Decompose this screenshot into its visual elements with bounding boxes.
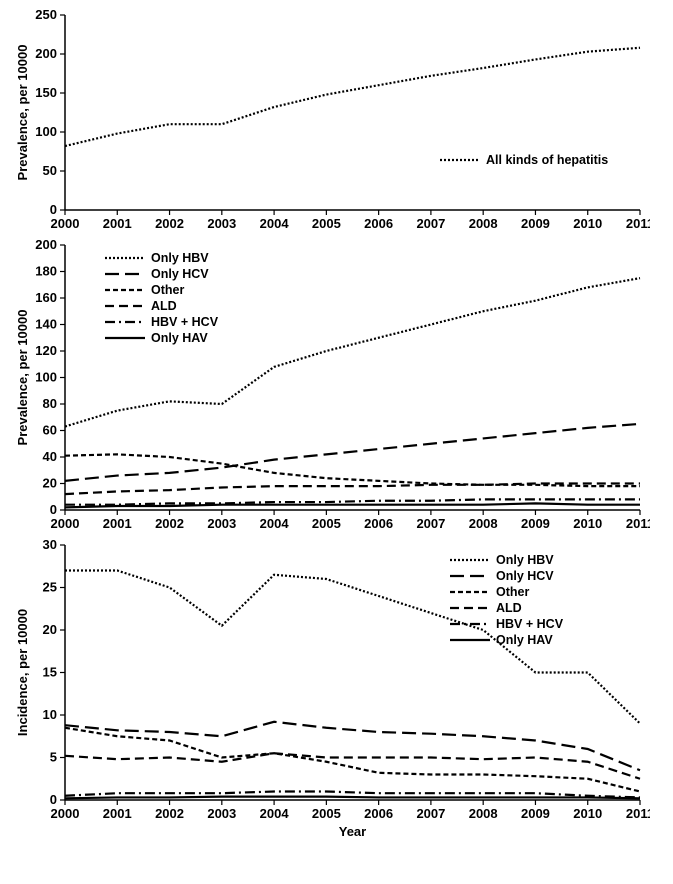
- x-tick-label: 2001: [103, 516, 132, 531]
- y-tick-label: 10: [43, 707, 57, 722]
- legend-label: ALD: [496, 601, 522, 615]
- series-line: [65, 571, 640, 724]
- y-tick-label: 180: [35, 264, 57, 279]
- legend-label: All kinds of hepatitis: [486, 153, 608, 167]
- y-tick-label: 140: [35, 317, 57, 332]
- y-tick-label: 200: [35, 240, 57, 252]
- x-tick-label: 2007: [416, 516, 445, 531]
- legend-label: ALD: [151, 299, 177, 313]
- series-line: [65, 454, 640, 486]
- series-line: [65, 48, 640, 146]
- y-tick-label: 20: [43, 476, 57, 491]
- legend-label: Only HBV: [151, 251, 209, 265]
- y-tick-label: 5: [50, 750, 57, 765]
- x-axis-label: Year: [339, 824, 366, 839]
- y-tick-label: 100: [35, 370, 57, 385]
- legend-label: Other: [496, 585, 529, 599]
- x-tick-label: 2010: [573, 216, 602, 231]
- x-tick-label: 2006: [364, 216, 393, 231]
- y-tick-label: 50: [43, 163, 57, 178]
- legend-label: HBV + HCV: [151, 315, 219, 329]
- x-tick-label: 2008: [469, 806, 498, 821]
- x-tick-label: 2008: [469, 216, 498, 231]
- x-tick-label: 2000: [51, 806, 80, 821]
- chart-incidence-by-type: 0 5 10 15 20 25 30 2000 2001 2002 2003 2004 2005 2006…: [10, 540, 650, 840]
- series-line: [65, 424, 640, 481]
- y-tick-label: 0: [50, 792, 57, 807]
- x-tick-label: 2004: [260, 806, 290, 821]
- x-tick-label: 2010: [573, 806, 602, 821]
- y-axis-label: Incidence, per 10000: [15, 609, 30, 736]
- x-tick-label: 2004: [260, 216, 290, 231]
- y-axis-label: Prevalence, per 10000: [15, 310, 30, 446]
- chart-prevalence-all: 0 50 100 150 200 250 2000 2001 2002 2003 2004 2005 2…: [10, 10, 650, 240]
- series-line: [65, 753, 640, 779]
- y-tick-label: 20: [43, 622, 57, 637]
- y-tick-label: 15: [43, 665, 57, 680]
- y-tick-label: 0: [50, 502, 57, 517]
- y-tick-label: 40: [43, 449, 57, 464]
- x-tick-label: 2007: [416, 216, 445, 231]
- x-tick-label: 2011: [626, 516, 650, 531]
- legend-label: Only HCV: [151, 267, 209, 281]
- x-tick-label: 2006: [364, 516, 393, 531]
- y-tick-label: 120: [35, 343, 57, 358]
- x-tick-label: 2007: [416, 806, 445, 821]
- x-tick-label: 2001: [103, 216, 132, 231]
- y-tick-label: 25: [43, 580, 57, 595]
- legend-label: Only HCV: [496, 569, 554, 583]
- x-tick-label: 2001: [103, 806, 132, 821]
- x-tick-label: 2011: [626, 806, 650, 821]
- x-tick-label: 2002: [155, 806, 184, 821]
- series-line: [65, 722, 640, 770]
- x-tick-label: 2008: [469, 516, 498, 531]
- y-tick-label: 100: [35, 124, 57, 139]
- x-tick-label: 2006: [364, 806, 393, 821]
- x-tick-label: 2005: [312, 806, 341, 821]
- x-tick-label: 2009: [521, 216, 550, 231]
- legend-label: Other: [151, 283, 184, 297]
- x-tick-label: 2005: [312, 216, 341, 231]
- y-axis-label: Prevalence, per 10000: [15, 45, 30, 181]
- x-tick-label: 2000: [51, 216, 80, 231]
- x-tick-label: 2009: [521, 806, 550, 821]
- chart-stack: 0501001502002502000200120022003200420052…: [10, 10, 663, 840]
- legend-label: Only HAV: [151, 331, 208, 345]
- y-tick-label: 160: [35, 290, 57, 305]
- chart-prevalence-by-type: 0 20 40 60 80 100 120 140 160 180 200 2000 2001 2002 2…: [10, 240, 650, 540]
- x-tick-label: 2004: [260, 516, 290, 531]
- x-tick-label: 2002: [155, 516, 184, 531]
- y-tick-label: 250: [35, 10, 57, 22]
- x-tick-label: 2000: [51, 516, 80, 531]
- y-tick-label: 200: [35, 46, 57, 61]
- x-tick-label: 2011: [626, 216, 650, 231]
- x-tick-label: 2005: [312, 516, 341, 531]
- legend-label: HBV + HCV: [496, 617, 564, 631]
- x-tick-label: 2003: [207, 806, 236, 821]
- series-line: [65, 797, 640, 799]
- legend-label: Only HBV: [496, 553, 554, 567]
- x-tick-label: 2009: [521, 516, 550, 531]
- y-tick-label: 30: [43, 540, 57, 552]
- y-tick-label: 80: [43, 396, 57, 411]
- legend-label: Only HAV: [496, 633, 553, 647]
- y-tick-label: 0: [50, 202, 57, 217]
- x-tick-label: 2010: [573, 516, 602, 531]
- y-tick-label: 60: [43, 423, 57, 438]
- x-tick-label: 2003: [207, 516, 236, 531]
- x-tick-label: 2003: [207, 216, 236, 231]
- y-tick-label: 150: [35, 85, 57, 100]
- x-tick-label: 2002: [155, 216, 184, 231]
